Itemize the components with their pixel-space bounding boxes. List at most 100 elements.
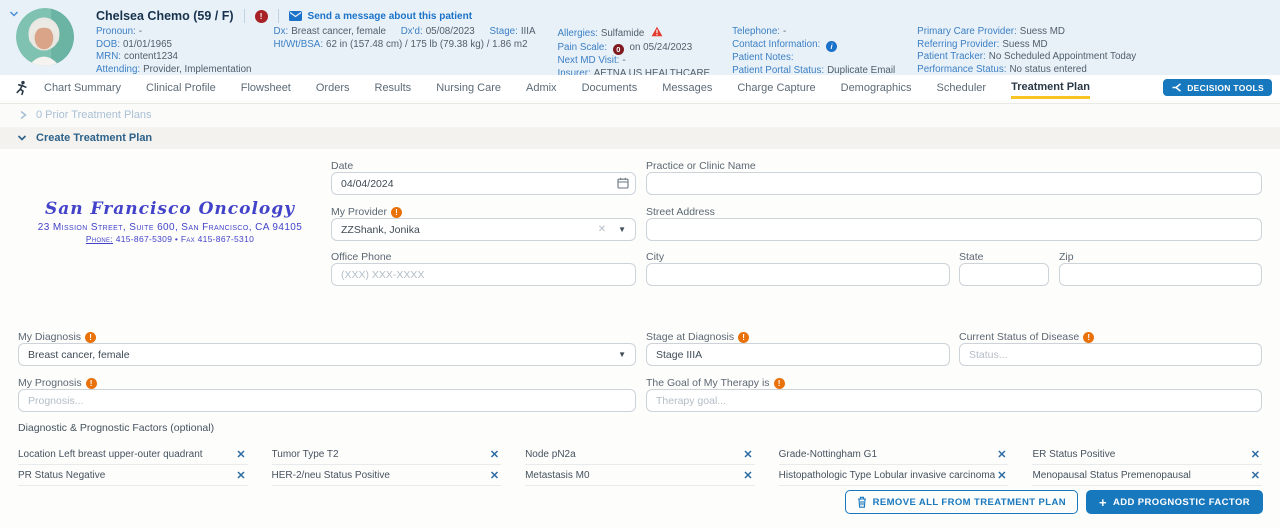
tab-flowsheet[interactable]: Flowsheet <box>240 82 291 94</box>
tab-admix[interactable]: Admix <box>526 82 557 94</box>
tab-nursing-care[interactable]: Nursing Care <box>436 82 501 94</box>
factor-item: Node pN2a ✕ <box>525 444 755 465</box>
decision-tools-button[interactable]: DECISION TOOLS <box>1163 79 1272 96</box>
banner-contact: Telephone: - Contact Information: i Patie… <box>732 26 896 76</box>
factor-item: Location Left breast upper-outer quadran… <box>18 444 248 465</box>
clinic-name: San Francisco Oncology <box>44 199 296 219</box>
factors-section-title: Diagnostic & Prognostic Factors (optiona… <box>18 422 215 434</box>
factor-item: Tumor Type T2 ✕ <box>271 444 502 465</box>
banner-providers: Primary Care Provider: Suess MD Referring… <box>917 26 1137 75</box>
remove-factor-button[interactable]: ✕ <box>236 448 246 461</box>
clinic-letterhead: San Francisco Oncology 23 Mission Street… <box>18 199 322 244</box>
remove-factor-button[interactable]: ✕ <box>236 469 246 482</box>
current-status-input[interactable] <box>959 343 1262 366</box>
clear-icon[interactable]: ✕ <box>597 224 607 235</box>
decision-tools-icon <box>1172 83 1182 92</box>
dropdown-arrow-icon[interactable]: ▼ <box>618 350 626 359</box>
create-treatment-plan-section: San Francisco Oncology 23 Mission Street… <box>0 149 1280 528</box>
remove-factor-button[interactable]: ✕ <box>743 448 753 461</box>
allergy-warning-icon <box>651 26 663 42</box>
add-prognostic-factor-button[interactable]: + ADD PROGNOSTIC FACTOR <box>1085 490 1263 514</box>
remove-factor-button[interactable]: ✕ <box>997 469 1007 482</box>
factor-item: HER-2/neu Status Positive ✕ <box>271 465 502 486</box>
state-label: State <box>959 251 984 263</box>
banner-demographics: Pronoun: - DOB: 01/01/1965 MRN: content1234… <box>96 26 252 75</box>
required-icon: ! <box>85 331 97 343</box>
create-treatment-plan-header[interactable]: Create Treatment Plan <box>0 127 1280 149</box>
required-icon: ! <box>1083 331 1095 343</box>
street-address-input[interactable] <box>646 218 1262 241</box>
zip-input[interactable] <box>1059 263 1262 286</box>
factor-item: Metastasis M0 ✕ <box>525 465 755 486</box>
my-prognosis-label: My Prognosis <box>18 377 82 389</box>
divider <box>243 9 245 23</box>
factor-item: ER Status Positive ✕ <box>1032 444 1262 465</box>
remove-factor-button[interactable]: ✕ <box>997 448 1007 461</box>
practice-name-label: Practice or Clinic Name <box>646 160 756 172</box>
pain-scale-badge: 0 <box>612 44 624 56</box>
patient-name: Chelsea Chemo (59 / F) <box>96 9 234 23</box>
send-message-link[interactable]: Send a message about this patient <box>288 11 472 22</box>
remove-factor-button[interactable]: ✕ <box>489 469 500 482</box>
practice-name-input[interactable] <box>646 172 1262 195</box>
tab-charge-capture[interactable]: Charge Capture <box>737 82 816 94</box>
remove-all-button[interactable]: REMOVE ALL FROM TREATMENT PLAN <box>844 490 1078 514</box>
tab-orders[interactable]: Orders <box>315 82 350 94</box>
dropdown-arrow-icon[interactable]: ▼ <box>618 225 626 234</box>
date-label: Date <box>331 160 354 172</box>
my-prognosis-input[interactable] <box>18 389 636 412</box>
therapy-goal-input[interactable] <box>646 389 1262 412</box>
chevron-down-icon <box>17 135 27 141</box>
calendar-icon[interactable] <box>617 177 629 189</box>
tab-documents[interactable]: Documents <box>581 82 638 94</box>
running-person-icon <box>13 80 28 96</box>
factor-item: Grade-Nottingham G1 ✕ <box>778 444 1009 465</box>
required-icon: ! <box>391 206 403 218</box>
remove-factor-button[interactable]: ✕ <box>1250 448 1260 461</box>
tab-demographics[interactable]: Demographics <box>840 82 912 94</box>
patient-avatar <box>16 8 74 66</box>
street-address-label: Street Address <box>646 206 715 218</box>
banner-clinical: Allergies: Sulfamide Pain Scale: 0 on 05/… <box>557 26 711 79</box>
stage-at-diagnosis-label: Stage at Diagnosis <box>646 331 735 343</box>
prior-treatment-plans-header[interactable]: 0 Prior Treatment Plans <box>0 103 1280 126</box>
banner-diagnosis: Dx: Breast cancer, female Dx'd: 05/08/2023… <box>273 26 536 50</box>
divider <box>277 9 279 23</box>
date-input[interactable] <box>331 172 636 195</box>
chevron-right-icon <box>20 110 27 120</box>
factor-item: Menopausal Status Premenopausal ✕ <box>1032 465 1262 486</box>
remove-factor-button[interactable]: ✕ <box>1250 469 1260 482</box>
therapy-goal-label: The Goal of My Therapy is <box>646 377 770 389</box>
zip-label: Zip <box>1059 251 1074 263</box>
plus-icon: + <box>1098 494 1107 510</box>
my-provider-select[interactable]: ZZShank, Jonika ✕ ▼ <box>331 218 636 241</box>
state-input[interactable] <box>959 263 1049 286</box>
stage-at-diagnosis-input[interactable] <box>646 343 950 366</box>
tab-scheduler[interactable]: Scheduler <box>936 82 987 94</box>
chart-tab-bar: Chart Summary Clinical Profile Flowsheet… <box>0 75 1280 100</box>
clinic-phone-fax: Phone: 415-867-5309 • Fax 415-867-5310 <box>85 234 255 244</box>
tab-treatment-plan[interactable]: Treatment Plan <box>1011 77 1090 99</box>
banner-collapse-chevron-icon[interactable] <box>9 5 19 23</box>
remove-factor-button[interactable]: ✕ <box>489 448 500 461</box>
my-diagnosis-label: My Diagnosis <box>18 331 82 343</box>
patient-banner: Chelsea Chemo (59 / F) ! Send a message … <box>0 0 1280 79</box>
office-phone-input[interactable] <box>331 263 636 286</box>
remove-factor-button[interactable]: ✕ <box>743 469 753 482</box>
prognostic-factors-grid: Location Left breast upper-outer quadran… <box>18 444 1262 486</box>
tab-results[interactable]: Results <box>374 82 412 94</box>
contact-info-icon[interactable]: i <box>826 41 838 53</box>
tab-messages[interactable]: Messages <box>662 82 713 94</box>
tab-chart-summary[interactable]: Chart Summary <box>44 82 122 94</box>
my-provider-label: My Provider <box>331 206 388 218</box>
city-input[interactable] <box>646 263 950 286</box>
office-phone-label: Office Phone <box>331 251 392 263</box>
factor-item: PR Status Negative ✕ <box>18 465 248 486</box>
my-diagnosis-select[interactable]: Breast cancer, female ▼ <box>18 343 636 366</box>
tab-clinical-profile[interactable]: Clinical Profile <box>146 82 216 94</box>
trash-icon <box>857 496 866 508</box>
patient-alert-icon[interactable]: ! <box>254 9 268 23</box>
required-icon: ! <box>85 377 97 389</box>
required-icon: ! <box>738 331 750 343</box>
